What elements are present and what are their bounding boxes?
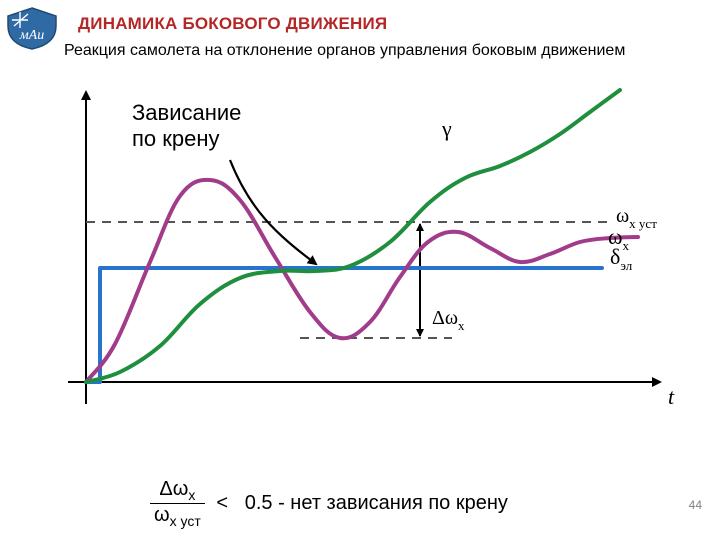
criterion-formula: Δωx ωx уст < 0.5 - нет зависания по крен… — [150, 478, 670, 528]
formula-den-sub: x уст — [170, 513, 201, 529]
page-title: ДИНАМИКА БОКОВОГО ДВИЖЕНИЯ — [78, 14, 387, 34]
callout-text: Зависаниепо крену — [132, 100, 241, 151]
formula-tail: - нет зависания по крену — [278, 492, 508, 514]
series-omega_x — [86, 180, 638, 382]
formula-op: < — [216, 492, 228, 514]
callout-arrow — [230, 160, 316, 264]
page-subtitle: Реакция самолета на отклонение органов у… — [64, 42, 625, 60]
formula-den: ω — [154, 504, 170, 526]
x-axis-label: t — [668, 384, 675, 409]
series-delta_el — [86, 268, 602, 382]
logo-text: мАи — [19, 28, 45, 43]
formula-num-sub: x — [188, 487, 195, 503]
response-chart: tωx устΔωxδэлωxγЗависаниепо крену — [20, 82, 700, 462]
dashed-label-1: Δωx — [432, 307, 465, 333]
formula-num: Δω — [159, 478, 188, 500]
slide-number: 44 — [689, 498, 702, 512]
series-label-gamma: γ — [441, 116, 452, 141]
series-label-omega_x: ωx — [608, 224, 629, 253]
formula-rhs: 0.5 — [245, 492, 273, 514]
mai-logo: мАи — [6, 6, 58, 50]
